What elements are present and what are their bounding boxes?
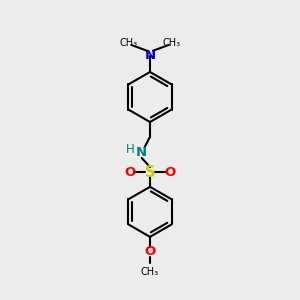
Text: O: O <box>164 166 175 178</box>
Text: N: N <box>144 49 156 62</box>
Text: CH₃: CH₃ <box>120 38 138 48</box>
Text: H: H <box>126 143 135 157</box>
Text: CH₃: CH₃ <box>162 38 180 48</box>
Text: S: S <box>145 165 155 180</box>
Text: O: O <box>124 166 136 178</box>
Text: N: N <box>136 146 147 159</box>
Text: CH₃: CH₃ <box>141 267 159 277</box>
Text: O: O <box>144 245 156 258</box>
